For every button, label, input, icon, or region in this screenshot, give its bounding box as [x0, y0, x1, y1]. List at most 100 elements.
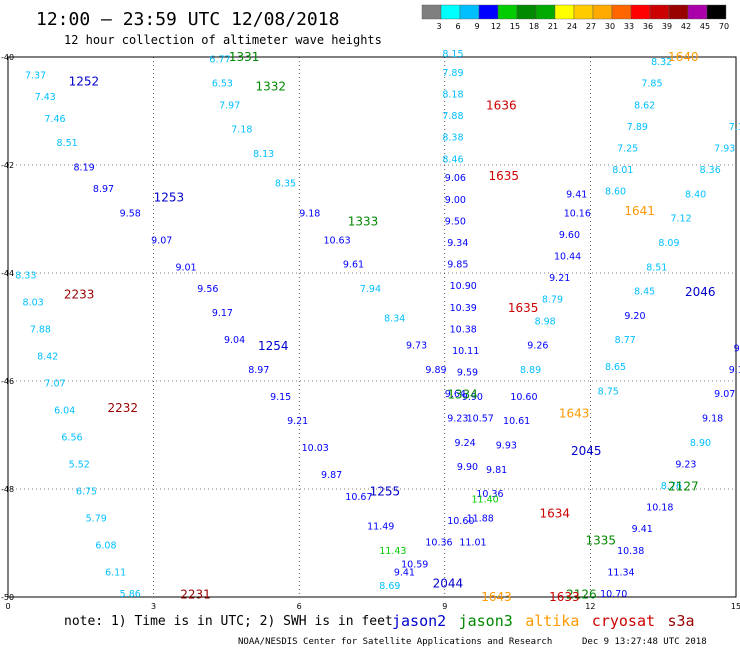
color-scale-label: 24 — [567, 22, 577, 31]
wave-height-value: 9.21 — [287, 416, 308, 427]
color-scale-label: 18 — [529, 22, 539, 31]
color-scale-swatch — [497, 4, 518, 20]
wave-height-value: 10.59 — [401, 559, 428, 570]
pass-time-label: 1252 — [69, 74, 100, 88]
wave-height-value: 9.10 — [729, 365, 740, 376]
color-scale-swatch — [649, 4, 670, 20]
color-scale-swatch — [478, 4, 499, 20]
footer-credit: NOAA/NESDIS Center for Satellite Applica… — [238, 637, 552, 647]
wave-height-value: 9.41 — [566, 189, 587, 200]
wave-height-value: 8.60 — [605, 187, 626, 198]
color-scale-label: 45 — [700, 22, 710, 31]
x-tick-label: 9 — [442, 602, 447, 611]
wave-height-value: 9.26 — [527, 341, 548, 352]
wave-height-value: 11.43 — [379, 546, 406, 557]
wave-height-value: 8.45 — [634, 287, 655, 298]
wave-height-value: 9.58 — [120, 208, 141, 219]
x-tick-label: 12 — [585, 602, 595, 611]
wave-height-value: 11.49 — [367, 522, 394, 533]
color-scale-label: 12 — [491, 22, 501, 31]
pass-time-label: 2046 — [685, 285, 716, 299]
color-scale-label: 3 — [436, 22, 441, 31]
chart-subtitle: 12 hour collection of altimeter wave hei… — [64, 33, 382, 47]
color-scale-label: 30 — [605, 22, 615, 31]
color-scale-swatch — [573, 4, 594, 20]
wave-height-value: 10.60 — [447, 516, 474, 527]
pass-time-label: 1335 — [586, 533, 617, 547]
color-scale-label: 33 — [624, 22, 634, 31]
wave-height-value: 9.73 — [406, 341, 427, 352]
wave-height-value: 8.38 — [442, 133, 463, 144]
wave-height-value: 8.65 — [605, 362, 626, 373]
pass-time-label: 1253 — [154, 190, 185, 204]
wave-height-value: 10.36 — [425, 538, 452, 549]
legend-entry-cryosat: cryosat — [592, 612, 655, 630]
footer-timestamp: Dec 9 13:27:48 UTC 2018 — [582, 637, 707, 647]
wave-height-value: 11.88 — [467, 513, 494, 524]
wave-height-value: 10.60 — [510, 392, 537, 403]
wave-height-value: 5.52 — [69, 459, 90, 470]
wave-height-value: 8.33 — [15, 270, 36, 281]
wave-height-value: 10.90 — [450, 281, 477, 292]
wave-height-value: 9.17 — [212, 308, 233, 319]
wave-height-value: 8.51 — [57, 138, 78, 149]
wave-height-value: 7.19 — [729, 122, 740, 133]
wave-height-value: 8.75 — [598, 387, 619, 398]
pass-time-label: 1643 — [559, 406, 590, 420]
legend-entry-altika: altika — [525, 612, 579, 630]
pass-time-label: 1334 — [447, 388, 478, 402]
wave-height-value: 10.63 — [323, 235, 350, 246]
wave-height-value: 9.00 — [445, 195, 466, 206]
wave-height-value: 8.40 — [685, 189, 706, 200]
color-scale-label: 70 — [719, 22, 729, 31]
plot-frame — [7, 56, 737, 598]
wave-height-value: 9.23 — [447, 414, 468, 425]
wave-height-value: 9.01 — [175, 262, 196, 273]
pass-time-labels: 1331 1332 1333 1334 1335 2126 2127 1252 1253 1254… — [64, 50, 716, 604]
wave-height-value: 8.18 — [442, 90, 463, 101]
wave-height-value: 9.87 — [321, 470, 342, 481]
wave-height-value: 9.56 — [197, 284, 218, 295]
wave-height-value: 9.21 — [549, 273, 570, 284]
wave-height-value: 6.77 — [209, 54, 230, 65]
wave-height-value: 9.24 — [455, 438, 476, 449]
color-scale-label: 9 — [474, 22, 479, 31]
wave-height-value: 10.11 — [452, 346, 479, 357]
wave-height-value: 7.18 — [231, 125, 252, 136]
axis-ticks: 0 3 6 9 12 15 -40 -42 -44 -46 -48 -50 — [1, 53, 740, 611]
wave-height-value: 10.38 — [450, 324, 477, 335]
wave-height-value: 8.19 — [74, 162, 95, 173]
pass-time-label: 1633 — [549, 590, 580, 604]
y-tick-label: -40 — [1, 53, 14, 62]
color-scale-swatch — [459, 4, 480, 20]
wave-height-value: 7.46 — [44, 114, 65, 125]
color-scale-label: 36 — [643, 22, 653, 31]
wave-height-value: 7.12 — [670, 214, 691, 225]
wave-height-value: 8.13 — [253, 149, 274, 160]
color-scale-swatch — [668, 4, 689, 20]
x-tick-label: 3 — [151, 602, 156, 611]
wave-height-value: 9.41 — [394, 567, 415, 578]
wave-height-value: 7.93 — [714, 144, 735, 155]
color-scale-swatch — [516, 4, 537, 20]
color-scale-swatch — [706, 4, 727, 20]
pass-time-label: 2126 — [566, 587, 597, 601]
wave-height-value: 10.67 — [345, 492, 372, 503]
wave-height-value: 6.75 — [76, 486, 97, 497]
wave-height-value: 7.97 — [219, 100, 240, 111]
wave-height-value: 10.70 — [600, 589, 627, 600]
wave-height-value: 9.23 — [675, 459, 696, 470]
color-scale-swatch — [630, 4, 651, 20]
wave-height-value: 7.88 — [442, 111, 463, 122]
pass-time-label: 1635 — [488, 169, 519, 183]
x-tick-label: 15 — [731, 602, 740, 611]
wave-height-value: 8.01 — [612, 165, 633, 176]
wave-height-value: 8.32 — [651, 57, 672, 68]
wave-height-value: 7.94 — [360, 284, 381, 295]
wave-height-value: 11.01 — [459, 538, 486, 549]
x-tick-label: 0 — [5, 602, 10, 611]
pass-time-label: 1640 — [668, 50, 699, 64]
pass-time-label: 1643 — [481, 590, 512, 604]
pass-time-label: 2232 — [107, 401, 138, 415]
footer-note: note: 1) Time is in UTC; 2) SWH is in fe… — [64, 614, 393, 629]
